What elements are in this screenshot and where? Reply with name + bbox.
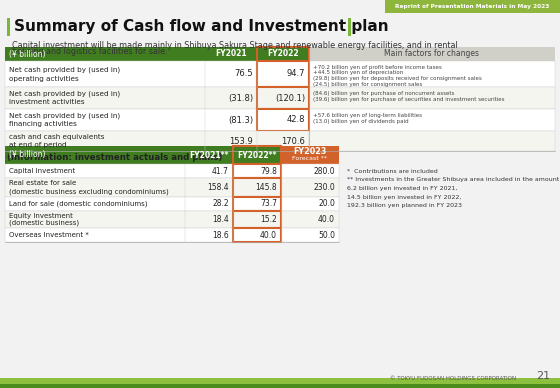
FancyBboxPatch shape <box>281 146 339 164</box>
Text: (domestic business): (domestic business) <box>9 220 79 227</box>
FancyBboxPatch shape <box>5 47 309 61</box>
FancyBboxPatch shape <box>309 61 555 87</box>
Text: 153.9: 153.9 <box>229 137 253 146</box>
FancyBboxPatch shape <box>309 131 555 151</box>
Text: FY2022**: FY2022** <box>237 151 277 159</box>
FancyBboxPatch shape <box>5 211 281 228</box>
Text: (120.1): (120.1) <box>275 94 305 102</box>
Text: (¥ billion): (¥ billion) <box>9 50 45 59</box>
FancyBboxPatch shape <box>5 87 309 109</box>
Text: Reprint of Presentation Materials in May 2023: Reprint of Presentation Materials in May… <box>395 4 549 9</box>
Text: Forecast **: Forecast ** <box>292 156 328 161</box>
FancyBboxPatch shape <box>5 164 281 178</box>
Text: +44.5 billion yen of depreciation: +44.5 billion yen of depreciation <box>313 70 403 75</box>
Text: *  Contributions are included: * Contributions are included <box>347 169 438 174</box>
Text: 18.4: 18.4 <box>212 215 229 224</box>
Text: (29.8) billion yen for deposits received for consignment sales: (29.8) billion yen for deposits received… <box>313 76 482 81</box>
Text: FY2023: FY2023 <box>293 147 326 156</box>
FancyBboxPatch shape <box>5 197 281 211</box>
FancyBboxPatch shape <box>0 378 560 384</box>
Text: (24.5) billion yen for consignment sales: (24.5) billion yen for consignment sales <box>313 81 422 87</box>
FancyBboxPatch shape <box>281 178 339 197</box>
Text: 21: 21 <box>536 371 550 381</box>
FancyBboxPatch shape <box>5 228 281 242</box>
Text: 145.8: 145.8 <box>255 183 277 192</box>
FancyBboxPatch shape <box>385 0 560 13</box>
FancyBboxPatch shape <box>281 211 339 228</box>
FancyBboxPatch shape <box>0 384 560 388</box>
FancyBboxPatch shape <box>309 87 555 109</box>
Text: financing activities: financing activities <box>9 121 77 127</box>
Text: 20.0: 20.0 <box>318 199 335 208</box>
Text: © TOKYU FUDOSAN HOLDINGS CORPORATION: © TOKYU FUDOSAN HOLDINGS CORPORATION <box>390 376 516 381</box>
Text: 170.6: 170.6 <box>281 137 305 146</box>
Text: 76.5: 76.5 <box>235 69 253 78</box>
Text: 79.8: 79.8 <box>260 166 277 175</box>
FancyBboxPatch shape <box>5 131 309 151</box>
Text: 15.2: 15.2 <box>260 215 277 224</box>
Text: +57.6 billion yen of long-term liabilities: +57.6 billion yen of long-term liabiliti… <box>313 113 422 118</box>
Text: (84.6) billion yen for purchase of noncurrent assets: (84.6) billion yen for purchase of noncu… <box>313 90 454 95</box>
Text: Land for sale (domestic condominiums): Land for sale (domestic condominiums) <box>9 201 147 207</box>
Text: 94.7: 94.7 <box>287 69 305 78</box>
Text: (81.3): (81.3) <box>228 116 253 125</box>
Text: Net cash provided by (used in): Net cash provided by (used in) <box>9 91 120 97</box>
FancyBboxPatch shape <box>5 109 309 131</box>
Text: Capital investment will be made mainly in Shibuya Sakura Stage and renewable ene: Capital investment will be made mainly i… <box>12 41 458 50</box>
Text: FY2021**: FY2021** <box>189 151 228 159</box>
Text: 6.2 billion yen invested in FY 2021,: 6.2 billion yen invested in FY 2021, <box>347 186 458 191</box>
Text: 50.0: 50.0 <box>318 230 335 239</box>
Text: (31.8): (31.8) <box>228 94 253 102</box>
Text: 192.3 billion yen planned in FY 2023: 192.3 billion yen planned in FY 2023 <box>347 203 462 208</box>
Text: 230.0: 230.0 <box>313 183 335 192</box>
Text: Summary of Cash flow and Investment plan: Summary of Cash flow and Investment plan <box>14 19 389 35</box>
Text: 42.8: 42.8 <box>287 116 305 125</box>
Text: 40.0: 40.0 <box>260 230 277 239</box>
Text: 158.4: 158.4 <box>207 183 229 192</box>
FancyBboxPatch shape <box>281 164 339 178</box>
Text: operating activities: operating activities <box>9 76 79 82</box>
Text: 14.5 billion yen invested in FY 2022,: 14.5 billion yen invested in FY 2022, <box>347 194 461 199</box>
FancyBboxPatch shape <box>309 47 555 61</box>
Text: Main factors for changes: Main factors for changes <box>385 50 479 59</box>
Text: cash and cash equivalents: cash and cash equivalents <box>9 134 105 140</box>
Text: Capital Investment: Capital Investment <box>9 168 75 174</box>
FancyBboxPatch shape <box>348 18 351 36</box>
Text: FY2022: FY2022 <box>267 50 299 59</box>
Text: Equity Investment: Equity Investment <box>9 213 73 219</box>
Text: 40.0: 40.0 <box>318 215 335 224</box>
FancyBboxPatch shape <box>5 178 281 197</box>
Text: Net cash provided by (used in): Net cash provided by (used in) <box>9 113 120 119</box>
FancyBboxPatch shape <box>5 146 281 164</box>
Text: (domestic business excluding condominiums): (domestic business excluding condominium… <box>9 189 169 195</box>
FancyBboxPatch shape <box>281 197 339 211</box>
Text: +70.2 billion yen of profit before income taxes: +70.2 billion yen of profit before incom… <box>313 64 442 69</box>
Text: Net cash provided by (used in): Net cash provided by (used in) <box>9 66 120 73</box>
Text: 73.7: 73.7 <box>260 199 277 208</box>
FancyBboxPatch shape <box>309 109 555 131</box>
Text: investment activities: investment activities <box>9 99 85 106</box>
Text: 28.2: 28.2 <box>212 199 229 208</box>
Text: ** Investments in the Greater Shibuya area included in the amount:: ** Investments in the Greater Shibuya ar… <box>347 177 560 182</box>
Text: housing and logistics facilities for sale.: housing and logistics facilities for sal… <box>12 47 167 56</box>
Text: 18.6: 18.6 <box>212 230 229 239</box>
Text: (Information: investment actuals and plans): (Information: investment actuals and pla… <box>7 153 222 162</box>
Text: Overseas Investment *: Overseas Investment * <box>9 232 88 238</box>
FancyBboxPatch shape <box>5 61 309 87</box>
Text: Real estate for sale: Real estate for sale <box>9 180 76 186</box>
FancyBboxPatch shape <box>281 228 339 242</box>
Text: 41.7: 41.7 <box>212 166 229 175</box>
Text: (13.0) billion yen of dividends paid: (13.0) billion yen of dividends paid <box>313 119 409 124</box>
Text: (39.6) billion yen for purchase of securities and investment securities: (39.6) billion yen for purchase of secur… <box>313 97 505 102</box>
Text: 280.0: 280.0 <box>314 166 335 175</box>
FancyBboxPatch shape <box>7 18 10 36</box>
Text: FY2021: FY2021 <box>215 50 247 59</box>
Text: (¥ billion): (¥ billion) <box>9 151 45 159</box>
Text: at end of period: at end of period <box>9 142 67 148</box>
